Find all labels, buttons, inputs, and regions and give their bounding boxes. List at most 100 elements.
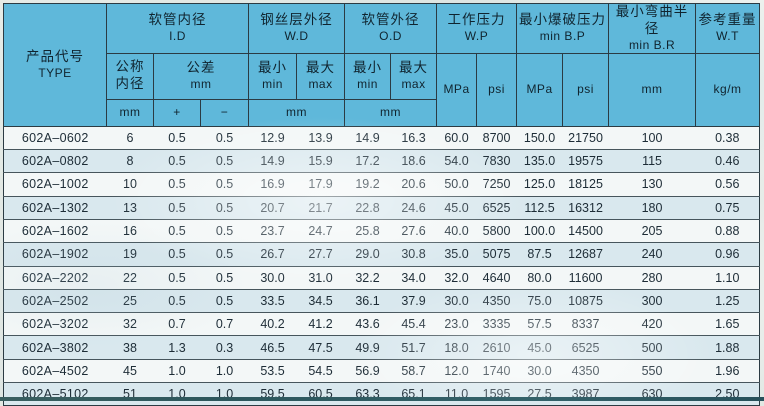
value-cell: 75.0 bbox=[516, 288, 563, 313]
header-group-wire-diameter: 钢丝层外径 W.D bbox=[248, 3, 346, 54]
value-cell: 80.0 bbox=[516, 265, 563, 290]
value-cell: 0.5 bbox=[200, 195, 249, 220]
value-cell: 6525 bbox=[476, 195, 517, 220]
nominal-id-line1: 公称 bbox=[115, 59, 145, 75]
unit-wp-mpa: MPa bbox=[436, 52, 478, 127]
value-cell: 0.7 bbox=[200, 312, 249, 336]
value-cell: 16.9 bbox=[248, 172, 297, 197]
value-cell: 45.4 bbox=[390, 312, 437, 336]
value-cell: 21.7 bbox=[296, 195, 345, 220]
value-cell: 10875 bbox=[562, 288, 609, 313]
value-cell: 0.75 bbox=[695, 195, 760, 220]
header-group-inner-diameter: 软管内径 I.D bbox=[105, 3, 250, 54]
value-cell: 49.9 bbox=[344, 335, 391, 360]
table-row: 602A–3202 32 0.7 0.7 40.2 41.2 43.6 45.4 23.0 333… bbox=[3, 312, 760, 336]
unit-tolerance-plus: + bbox=[153, 98, 201, 127]
od-min-en: min bbox=[357, 77, 378, 92]
od-min-zh: 最小 bbox=[353, 60, 383, 76]
bp-psi-label: psi bbox=[577, 82, 594, 97]
value-cell: 18.0 bbox=[436, 335, 477, 360]
header-product-code-zh: 产品代号 bbox=[26, 48, 84, 64]
value-cell: 0.5 bbox=[200, 288, 249, 313]
product-code-cell: 602A–1302 bbox=[3, 195, 107, 220]
value-cell: 20.7 bbox=[248, 195, 297, 220]
value-cell: 100.0 bbox=[516, 218, 563, 243]
value-cell: 17.2 bbox=[344, 149, 391, 173]
value-cell: 20.6 bbox=[390, 172, 437, 197]
product-code-cell: 602A–0802 bbox=[3, 149, 107, 173]
value-cell: 6 bbox=[106, 125, 154, 150]
value-cell: 1740 bbox=[476, 358, 517, 383]
unit-tolerance-minus: − bbox=[199, 98, 250, 127]
value-cell: 47.5 bbox=[296, 335, 345, 360]
value-cell: 7830 bbox=[476, 149, 517, 173]
value-cell: 34.5 bbox=[296, 288, 345, 313]
od-max-zh: 最大 bbox=[399, 60, 429, 76]
group-br-zh: 最小弯曲半径 bbox=[615, 4, 689, 36]
id-mm-label: mm bbox=[119, 105, 141, 120]
wd-min-zh: 最小 bbox=[258, 60, 288, 76]
value-cell: 87.5 bbox=[516, 242, 563, 267]
od-max-en: max bbox=[401, 77, 426, 92]
wd-max-en: max bbox=[308, 77, 333, 92]
product-code-cell: 602A–2202 bbox=[3, 265, 107, 290]
unit-wp-psi: psi bbox=[476, 52, 518, 127]
table-row: 602A–2202 22 0.5 0.5 30.0 31.0 32.2 34.0 32.0 464… bbox=[3, 265, 760, 290]
value-cell: 45 bbox=[106, 358, 154, 383]
group-bp-en: min B.P bbox=[539, 29, 586, 44]
value-cell: 1.10 bbox=[695, 265, 760, 290]
value-cell: 53.5 bbox=[248, 358, 297, 383]
value-cell: 14.9 bbox=[248, 149, 297, 173]
value-cell: 30.0 bbox=[436, 288, 477, 313]
subheader-wd-max: 最大 max bbox=[296, 52, 346, 100]
spec-table: 产品代号 TYPE 软管内径 I.D 钢丝层外径 W.D 软管外径 O.D 工作… bbox=[3, 3, 761, 406]
table-row: 602A–1302 13 0.5 0.5 20.7 21.7 22.8 24.6 45.0 652… bbox=[3, 195, 760, 220]
value-cell: 115 bbox=[608, 149, 696, 173]
value-cell: 60.5 bbox=[296, 382, 345, 406]
value-cell: 54.0 bbox=[436, 149, 477, 173]
spec-table-body: 602A–0602 6 0.5 0.5 12.9 13.9 14.9 16.3 60.0 8700… bbox=[3, 125, 760, 406]
value-cell: 0.5 bbox=[200, 265, 249, 290]
value-cell: 22 bbox=[106, 265, 154, 290]
value-cell: 19 bbox=[106, 242, 154, 267]
value-cell: 26.7 bbox=[248, 242, 297, 267]
value-cell: 14.9 bbox=[344, 125, 391, 150]
table-row: 602A–2502 25 0.5 0.5 33.5 34.5 36.1 37.9 30.0 435… bbox=[3, 288, 760, 313]
value-cell: 8337 bbox=[562, 312, 609, 336]
unit-wd-mm: mm bbox=[248, 98, 346, 127]
br-mm-label: mm bbox=[641, 82, 663, 97]
value-cell: 46.5 bbox=[248, 335, 297, 360]
value-cell: 6525 bbox=[562, 335, 609, 360]
unit-wt-kgm: kg/m bbox=[695, 52, 761, 127]
group-wd-en: W.D bbox=[284, 29, 309, 44]
value-cell: 135.0 bbox=[516, 149, 563, 173]
value-cell: 0.5 bbox=[153, 288, 201, 313]
value-cell: 57.5 bbox=[516, 312, 563, 336]
table-row: 602A–1602 16 0.5 0.5 23.7 24.7 25.8 27.6 40.0 580… bbox=[3, 218, 760, 243]
unit-id-mm: mm bbox=[106, 98, 154, 127]
value-cell: 37.9 bbox=[390, 288, 437, 313]
group-id-zh: 软管内径 bbox=[148, 12, 207, 28]
value-cell: 0.5 bbox=[153, 218, 201, 243]
value-cell: 2610 bbox=[476, 335, 517, 360]
subheader-od-min: 最小 min bbox=[344, 52, 392, 100]
value-cell: 15.9 bbox=[296, 149, 345, 173]
value-cell: 32 bbox=[106, 312, 154, 336]
value-cell: 150.0 bbox=[516, 125, 563, 150]
value-cell: 1.0 bbox=[153, 382, 201, 406]
value-cell: 30.8 bbox=[390, 242, 437, 267]
value-cell: 1.88 bbox=[695, 335, 760, 360]
product-code-cell: 602A–5102 bbox=[3, 382, 107, 406]
value-cell: 31.0 bbox=[296, 265, 345, 290]
value-cell: 13.9 bbox=[296, 125, 345, 150]
value-cell: 29.0 bbox=[344, 242, 391, 267]
header-group-working-pressure: 工作压力 W.P bbox=[436, 3, 518, 54]
value-cell: 550 bbox=[608, 358, 696, 383]
table-row: 602A–1902 19 0.5 0.5 26.7 27.7 29.0 30.8 35.0 507… bbox=[3, 242, 760, 267]
value-cell: 0.5 bbox=[200, 125, 249, 150]
value-cell: 40.2 bbox=[248, 312, 297, 336]
group-wt-en: W.T bbox=[716, 29, 739, 44]
value-cell: 125.0 bbox=[516, 172, 563, 197]
value-cell: 0.5 bbox=[153, 149, 201, 173]
value-cell: 630 bbox=[608, 382, 696, 406]
